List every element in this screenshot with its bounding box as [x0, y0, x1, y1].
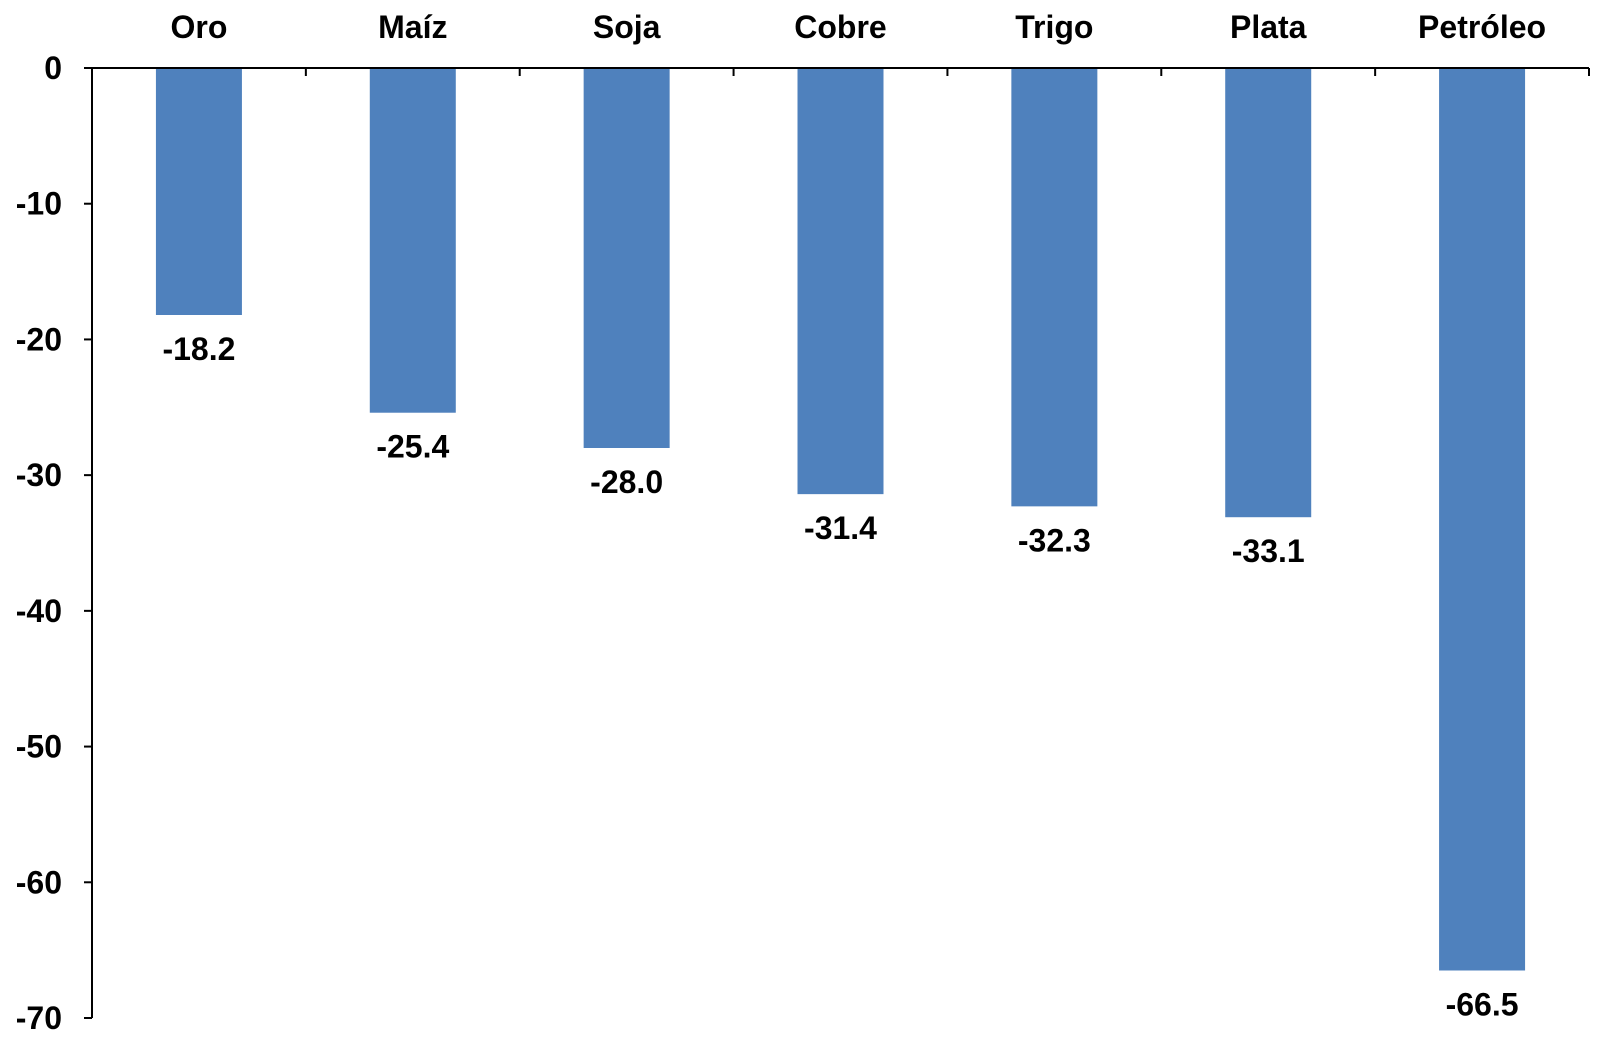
- labels-layer: 0 -10 -20 -30 -40 -50 -60 -70 Oro -18.2 Maíz -25.4 S…: [16, 9, 1546, 1036]
- y-tick-label: -50: [16, 729, 62, 765]
- category-label: Maíz: [378, 9, 447, 45]
- category-label: Petróleo: [1418, 9, 1546, 45]
- bars-layer: [155, 68, 1526, 971]
- data-label: -32.3: [1018, 522, 1091, 558]
- bar-cobre: [797, 68, 884, 495]
- data-label: -31.4: [804, 510, 877, 546]
- y-tick-label: -10: [16, 186, 62, 222]
- y-tick-label: -20: [16, 321, 62, 357]
- data-label: -33.1: [1232, 533, 1305, 569]
- data-label: -25.4: [376, 429, 449, 465]
- y-tick-label: -70: [16, 1000, 62, 1036]
- category-label: Soja: [593, 9, 661, 45]
- bar-maíz: [369, 68, 456, 413]
- y-tick-label: 0: [44, 50, 62, 86]
- data-label: -66.5: [1446, 987, 1519, 1023]
- axis-layer: [91, 67, 1589, 1018]
- y-tick-label: -30: [16, 457, 62, 493]
- category-label: Trigo: [1015, 9, 1093, 45]
- category-label: Cobre: [794, 9, 886, 45]
- bar-plata: [1225, 68, 1312, 518]
- y-tick-label: -40: [16, 593, 62, 629]
- category-label: Oro: [170, 9, 227, 45]
- ticks-layer: [84, 67, 1590, 1019]
- data-label: -28.0: [590, 464, 663, 500]
- bar-oro: [155, 68, 242, 315]
- y-tick-label: -60: [16, 864, 62, 900]
- category-label: Plata: [1230, 9, 1307, 45]
- bar-soja: [583, 68, 670, 448]
- data-label: -18.2: [162, 331, 235, 367]
- bar-trigo: [1011, 68, 1098, 507]
- bar-petróleo: [1439, 68, 1526, 971]
